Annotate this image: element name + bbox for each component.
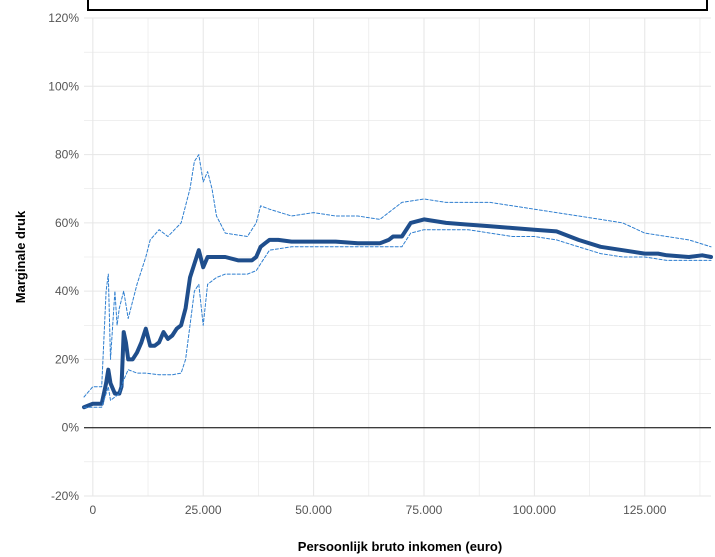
series-line-upper <box>83 154 712 398</box>
y-axis: -20% 0% 20% 40% 60% 80% 100% 120% <box>48 11 79 503</box>
series-line-lower <box>83 229 712 408</box>
top-box <box>87 0 708 11</box>
x-tick-label: 100.000 <box>513 503 557 517</box>
y-tick-label: 0% <box>62 421 80 435</box>
y-axis-title: Marginale druk <box>13 210 28 303</box>
y-tick-label: 80% <box>55 148 79 162</box>
x-axis-title: Persoonlijk bruto inkomen (euro) <box>298 539 502 554</box>
y-tick-label: 60% <box>55 216 79 230</box>
x-tick-label: 0 <box>89 503 96 517</box>
y-tick-label: 120% <box>48 11 79 25</box>
x-tick-label: 50.000 <box>295 503 332 517</box>
series-group <box>82 154 713 410</box>
y-tick-label: 20% <box>55 352 79 366</box>
x-tick-label: 75.000 <box>406 503 443 517</box>
x-axis: 0 25.000 50.000 75.000 100.000 125.000 <box>89 503 666 517</box>
y-tick-label: -20% <box>51 489 79 503</box>
series-line-main <box>82 217 713 410</box>
x-tick-label: 125.000 <box>623 503 667 517</box>
x-tick-label: 25.000 <box>185 503 222 517</box>
y-tick-label: 100% <box>48 79 79 93</box>
y-tick-label: 40% <box>55 284 79 298</box>
